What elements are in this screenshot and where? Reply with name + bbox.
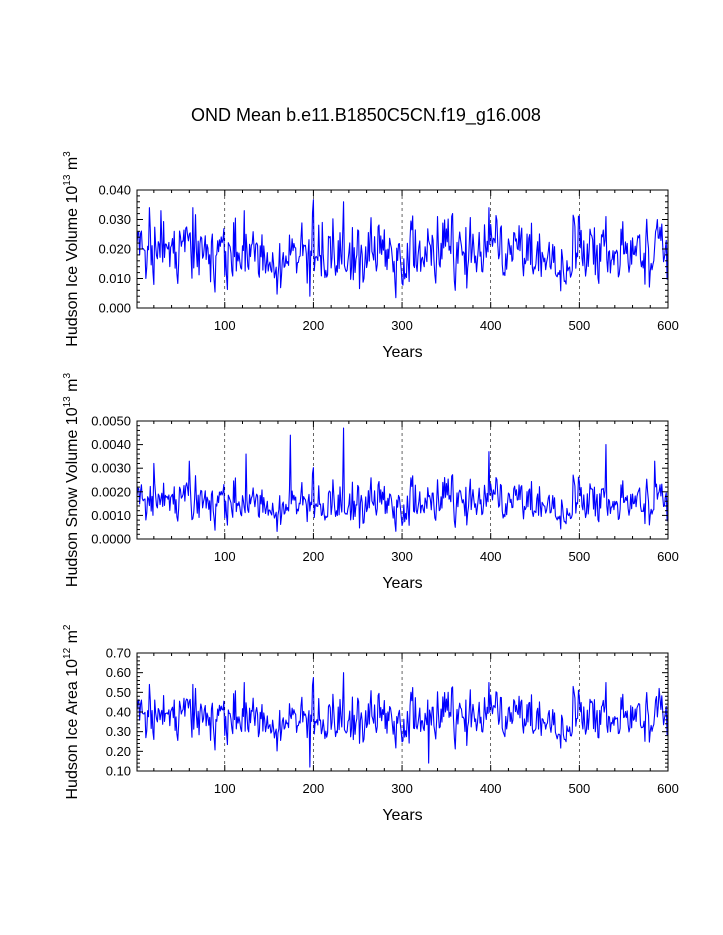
y-axis-label-part: 10 [64,186,81,204]
chart-panels: 100 200 300 400 500 600 0.000 0.010 0.020 0.030 0.… [62,151,679,824]
y-tick-label: 0.0040 [91,437,131,452]
y-tick-label: 0.70 [106,646,131,661]
y-tick-label: 0.0010 [91,508,131,523]
y-tick-label: 0.0050 [91,414,131,429]
y-tick-label: 0.000 [98,301,131,316]
series-line [136,427,669,532]
series-line [136,672,669,768]
panel-3: 100 200 300 400 500 600 0.10 0.20 0.30 0.40 0.50 0.… [62,624,679,824]
y-tick-label: 0.010 [98,271,131,286]
y-tick-label: 0.040 [98,183,131,198]
plot-frame [136,652,669,772]
series-line [136,199,669,299]
x-tick-label: 500 [569,549,591,564]
panel-2: 100 200 300 400 500 600 0.0000 0.0010 0.0020 0.00… [62,372,679,592]
x-tick-label: 300 [391,549,413,564]
y-tick-label: 0.0030 [91,461,131,476]
x-axis-label: Years [382,344,422,361]
y-tick-label: 0.020 [98,242,131,257]
y-axis-label: Hudson Ice Volume 1013 m3 [62,151,81,347]
y-axis-label-part: 2 [62,624,73,630]
x-tick-label: 200 [303,781,325,796]
y-axis-label-part: m [64,378,81,396]
x-tick-label: 500 [569,781,591,796]
x-axis-label: Years [382,807,422,824]
x-tick-label: 100 [214,318,236,333]
x-tick-label: 500 [569,318,591,333]
y-axis-label-part: 10 [64,659,81,677]
x-tick-label: 200 [303,318,325,333]
x-tick-label: 600 [657,318,679,333]
y-tick-label: 0.10 [106,764,131,779]
chart-title: OND Mean b.e11.B1850C5CN.f19_g16.008 [191,105,541,126]
y-axis-label-part: m [64,157,81,175]
y-axis-label-part: Hudson Ice Area [64,677,81,800]
x-tick-label: 200 [303,549,325,564]
x-tick-label: 300 [391,318,413,333]
y-axis-label-part: Hudson Snow Volume [64,425,81,587]
y-tick-label: 0.50 [106,685,131,700]
y-tick-label: 0.20 [106,744,131,759]
y-axis-label-part: 13 [62,174,73,186]
x-tick-label: 400 [480,318,502,333]
x-tick-label: 400 [480,549,502,564]
y-tick-label: 0.030 [98,212,131,227]
y-tick-label: 0.0000 [91,532,131,547]
y-axis-label-part: 3 [62,372,73,378]
x-tick-label: 600 [657,549,679,564]
y-axis-label-part: Hudson Ice Volume [64,204,81,347]
x-tick-label: 100 [214,549,236,564]
x-axis-label: Years [382,575,422,592]
y-axis-label-part: m [64,630,81,648]
y-tick-label: 0.40 [106,705,131,720]
y-axis-label-part: 3 [62,151,73,157]
y-tick-label: 0.0020 [91,484,131,499]
y-axis-label-part: 13 [62,396,73,408]
panel-1: 100 200 300 400 500 600 0.000 0.010 0.020 0.030 0.… [62,151,679,361]
x-tick-label: 600 [657,781,679,796]
y-axis-label-part: 10 [64,407,81,425]
y-tick-label: 0.60 [106,665,131,680]
x-tick-label: 400 [480,781,502,796]
y-axis-label: Hudson Snow Volume 1013 m3 [62,372,81,587]
x-tick-label: 100 [214,781,236,796]
x-tick-label: 300 [391,781,413,796]
y-axis-label: Hudson Ice Area 1012 m2 [62,624,81,799]
y-axis-label-part: 12 [62,647,73,659]
y-tick-label: 0.30 [106,724,131,739]
